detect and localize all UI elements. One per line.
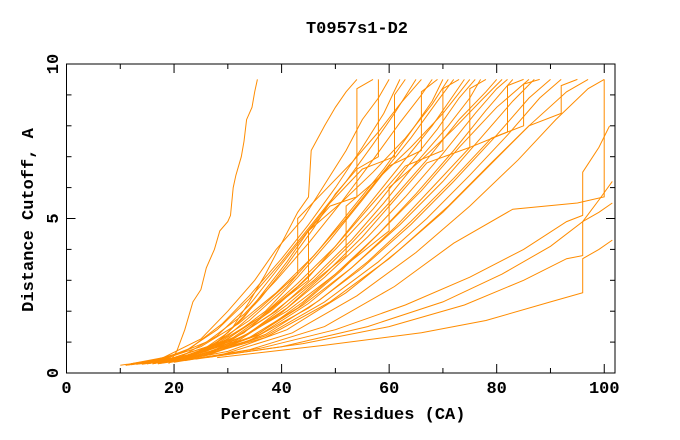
x-tick-label: 40 <box>271 380 291 399</box>
series-line <box>184 125 611 362</box>
series-line <box>125 79 401 366</box>
series-line <box>195 181 613 360</box>
x-axis-label: Percent of Residues (CA) <box>221 406 466 425</box>
x-tick-label: 100 <box>589 380 620 399</box>
series-line <box>163 78 524 364</box>
series-line <box>157 78 487 364</box>
series-line <box>206 202 613 359</box>
chart-title: T0957s1-D2 <box>306 20 408 39</box>
series-line <box>141 78 589 365</box>
plot-border-rect <box>66 63 616 374</box>
series-line <box>130 79 379 365</box>
series-line <box>130 79 530 366</box>
series-line <box>163 79 449 363</box>
series-line <box>130 79 476 365</box>
series-line <box>136 79 551 365</box>
series-line <box>120 79 417 366</box>
y-tick-label: 5 <box>45 213 64 223</box>
series-line <box>168 78 578 364</box>
series-line <box>152 78 460 365</box>
series-line <box>217 239 613 359</box>
plot-border <box>66 63 616 374</box>
series-line <box>157 78 605 365</box>
series-line <box>141 79 508 365</box>
series-line <box>147 79 535 365</box>
series-line <box>136 79 498 365</box>
tick-labels: 0 20 40 60 80 100 0 5 10 <box>45 54 620 399</box>
y-axis-label: Distance Cutoff, A <box>20 127 39 311</box>
series-lines <box>120 78 613 366</box>
axis-ticks <box>66 63 615 374</box>
series-line <box>173 79 605 363</box>
x-tick-label: 20 <box>164 380 184 399</box>
series-line <box>147 79 482 365</box>
series-line <box>136 79 444 365</box>
series-line <box>141 79 465 365</box>
x-tick-label: 60 <box>379 380 399 399</box>
series-line <box>125 79 455 366</box>
x-tick-label: 80 <box>486 380 506 399</box>
y-tick-label: 10 <box>45 54 64 74</box>
series-line <box>152 79 514 365</box>
series-line <box>141 79 406 365</box>
series-line <box>168 79 258 364</box>
series-line <box>152 79 562 365</box>
x-tick-label: 0 <box>61 380 71 399</box>
y-tick-label: 0 <box>45 368 64 378</box>
